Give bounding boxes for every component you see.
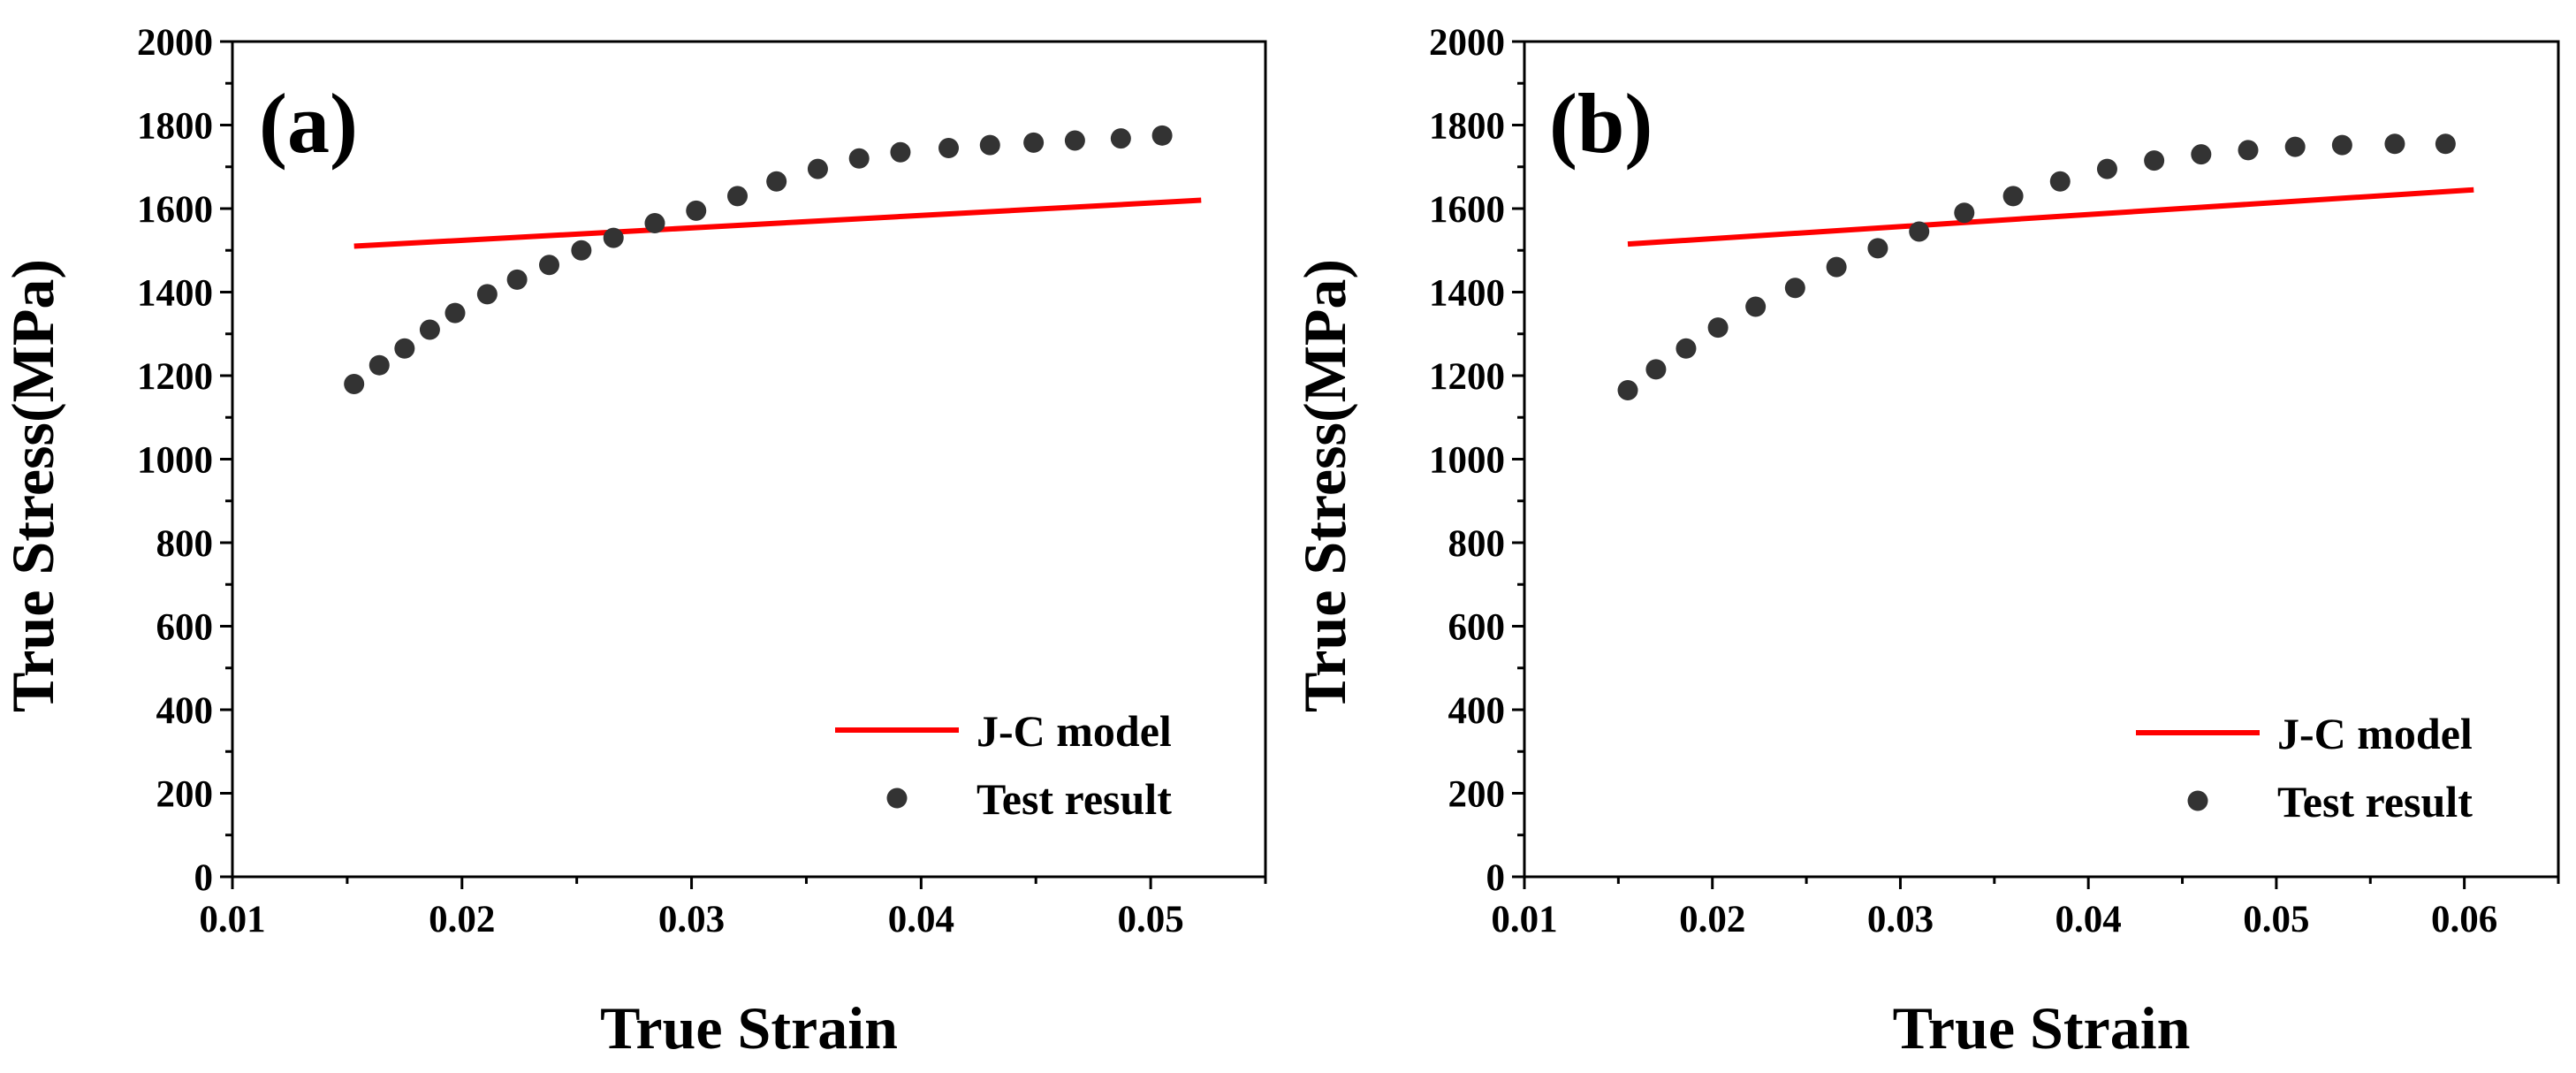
test-result-point xyxy=(2191,144,2212,165)
jc-model-line xyxy=(1627,186,2474,247)
test-result-point xyxy=(2002,186,2024,207)
test-result-point xyxy=(2049,171,2071,192)
test-result-point xyxy=(1745,296,1767,317)
y-tick-label: 600 xyxy=(156,607,214,649)
chart-panel-b: 0.01 0.02 0.03 0.04 0.05 0.06 0 200 400 600 800 100… xyxy=(1291,22,2560,1062)
test-result-point xyxy=(419,319,440,340)
x-tick-label: 0.06 xyxy=(2431,899,2497,940)
test-result-point xyxy=(938,137,960,158)
x-tick-label: 0.03 xyxy=(658,899,725,940)
test-result-point xyxy=(2144,150,2165,171)
test-result-point xyxy=(1645,359,1667,380)
y-tick-label: 0 xyxy=(194,857,214,899)
legend: J-C model Test result xyxy=(835,706,1172,824)
x-tick-label: 0.02 xyxy=(429,899,495,940)
x-tick-label: 0.01 xyxy=(199,899,265,940)
y-tick-label: 1000 xyxy=(1429,440,1505,482)
legend-point-swatch xyxy=(886,788,908,809)
test-result-point xyxy=(979,134,1000,156)
test-result-point xyxy=(603,227,624,248)
y-tick-label: 2000 xyxy=(1429,22,1505,64)
test-result-point xyxy=(1023,132,1045,153)
test-result-point xyxy=(445,302,466,323)
x-tick-label: 0.05 xyxy=(2243,899,2309,940)
test-result-point xyxy=(538,255,559,276)
y-tick-label: 1200 xyxy=(1429,356,1505,398)
y-tick-label: 1400 xyxy=(1429,273,1505,315)
y-tick-label: 200 xyxy=(1448,774,1506,816)
legend-label: J-C model xyxy=(2277,709,2473,758)
test-result-point xyxy=(727,186,748,207)
x-axis-title: True Strain xyxy=(600,994,898,1062)
y-tick-label: 1600 xyxy=(137,189,213,231)
test-result-point xyxy=(1617,380,1638,401)
y-tick-label: 2000 xyxy=(137,22,213,64)
x-tick-label: 0.05 xyxy=(1117,899,1183,940)
y-tick-label: 200 xyxy=(156,774,214,816)
test-result-point xyxy=(766,171,787,192)
x-tick-label: 0.04 xyxy=(888,899,954,940)
test-result-point xyxy=(2096,158,2117,179)
panel-label: (a) xyxy=(259,76,358,171)
test-result-point xyxy=(1867,238,1888,259)
jc-model-line xyxy=(353,197,1202,249)
y-axis-title: True Stress(MPa) xyxy=(0,259,66,712)
y-tick-label: 800 xyxy=(1448,523,1506,565)
y-tick-label: 400 xyxy=(1448,690,1506,732)
test-result-point xyxy=(344,373,365,394)
legend: J-C model Test result xyxy=(2136,709,2473,826)
y-tick-label: 0 xyxy=(1486,857,1506,899)
y-axis-title: True Stress(MPa) xyxy=(1291,259,1358,712)
x-tick-label: 0.04 xyxy=(2055,899,2122,940)
test-result-point xyxy=(890,141,911,163)
test-result-point xyxy=(2384,133,2405,155)
test-result-point xyxy=(476,284,498,305)
test-result-point xyxy=(686,200,707,221)
test-result-point xyxy=(1826,256,1847,278)
x-tick-label: 0.02 xyxy=(1679,899,1745,940)
legend-label: Test result xyxy=(2277,777,2473,826)
test-result-point xyxy=(1064,130,1085,151)
test-result-point xyxy=(807,158,828,179)
y-tick-label: 1800 xyxy=(137,106,213,148)
legend-label: J-C model xyxy=(976,706,1172,756)
y-tick-label: 1000 xyxy=(137,440,213,482)
y-tick-label: 1400 xyxy=(137,273,213,315)
y-tick-label: 1200 xyxy=(137,356,213,398)
y-tick-label: 1800 xyxy=(1429,106,1505,148)
test-result-point xyxy=(1909,221,1930,242)
test-result-point xyxy=(506,269,528,290)
y-tick-label: 800 xyxy=(156,523,214,565)
test-result-point xyxy=(2331,134,2352,156)
legend-point-swatch xyxy=(2187,790,2208,811)
test-result-point xyxy=(1707,317,1729,339)
y-tick-label: 1600 xyxy=(1429,189,1505,231)
test-result-point xyxy=(1676,338,1697,359)
test-result-point xyxy=(2238,140,2259,161)
test-result-point xyxy=(571,240,592,261)
y-tick-label: 600 xyxy=(1448,607,1506,649)
test-result-point xyxy=(1784,278,1805,299)
test-result-point xyxy=(369,354,390,376)
panel-label: (b) xyxy=(1549,76,1653,171)
test-result-point xyxy=(1110,128,1131,149)
test-result-point xyxy=(2284,136,2306,157)
chart-panel-a: 0.01 0.02 0.03 0.04 0.05 0 200 400 600 800 1000 120… xyxy=(0,22,1267,1062)
test-result-point xyxy=(1954,202,1975,224)
test-result-point xyxy=(1151,125,1173,146)
y-tick-label: 400 xyxy=(156,690,214,732)
legend-label: Test result xyxy=(976,774,1172,824)
test-result-point xyxy=(644,213,665,234)
test-result-point xyxy=(394,338,415,359)
x-axis-title: True Strain xyxy=(1893,994,2191,1062)
test-result-point xyxy=(848,148,870,169)
x-tick-label: 0.01 xyxy=(1491,899,1557,940)
x-tick-label: 0.03 xyxy=(1867,899,1934,940)
test-result-point xyxy=(2435,133,2456,155)
